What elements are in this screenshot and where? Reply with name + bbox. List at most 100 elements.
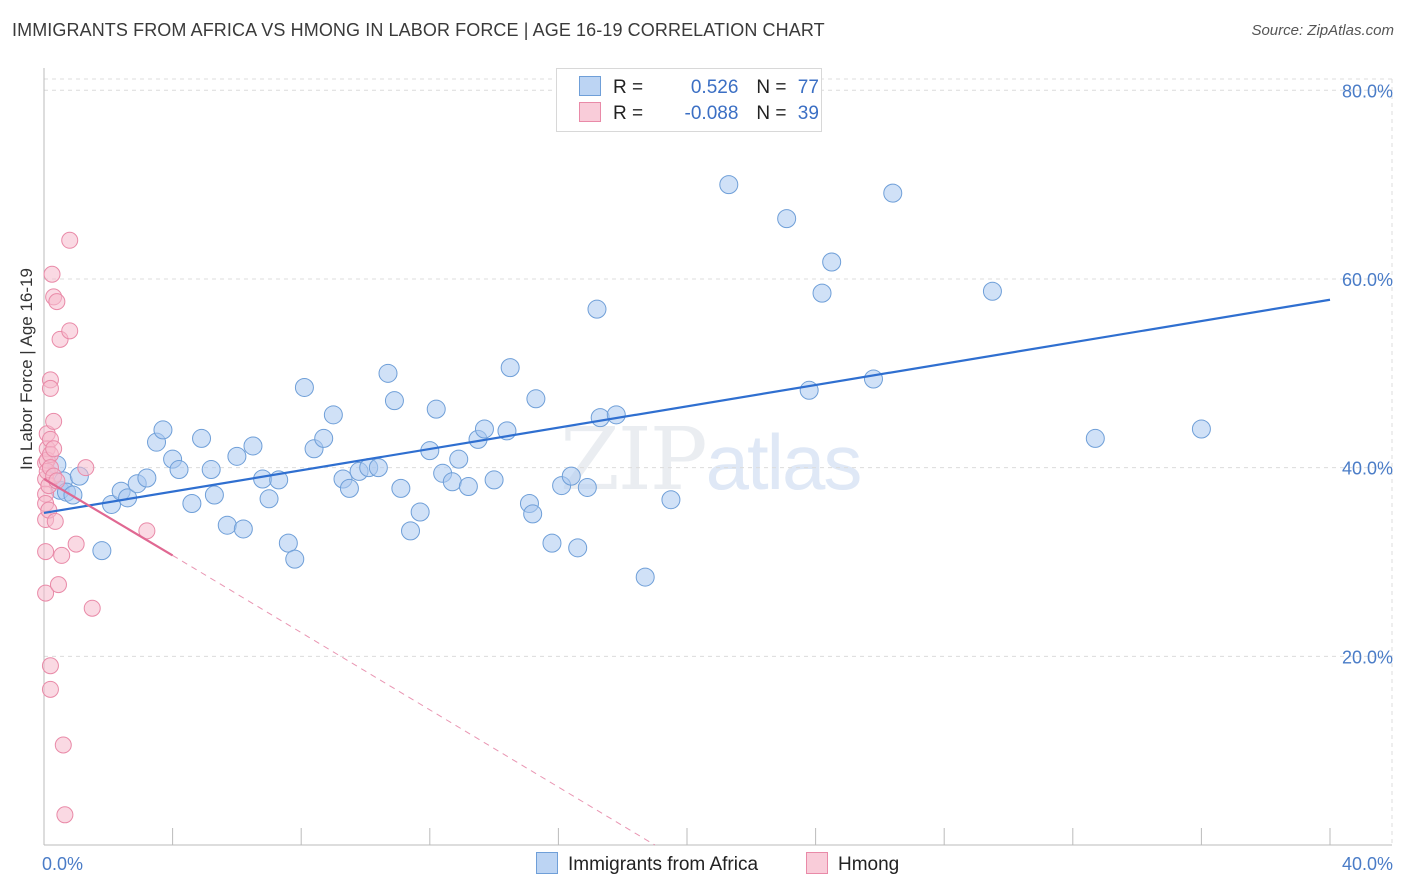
tick-labels: 20.0% 40.0% 60.0% 80.0% 0.0% 40.0% [42, 81, 1393, 874]
data-point-africa [323, 405, 343, 425]
x-tick-label: 40.0% [1342, 854, 1393, 874]
data-point-africa [339, 478, 359, 498]
data-point-hmong [48, 293, 66, 311]
data-point-africa [883, 183, 903, 203]
data-point-africa [368, 458, 388, 478]
bottom-legend-swatch-blue [536, 852, 558, 874]
data-point-africa [243, 436, 263, 456]
data-point-africa [92, 541, 112, 561]
data-point-hmong [61, 322, 79, 340]
data-point-hmong [83, 599, 101, 617]
y-tick-label: 60.0% [1342, 270, 1393, 290]
legend-n-label: N = [756, 77, 787, 98]
data-point-africa [474, 419, 494, 439]
data-point-africa [426, 399, 446, 419]
data-point-hmong [41, 379, 59, 397]
y-tick-label: 40.0% [1342, 459, 1393, 479]
data-point-africa [137, 468, 157, 488]
data-point-africa [449, 449, 469, 469]
data-point-africa [458, 477, 478, 497]
data-point-africa [777, 209, 797, 229]
data-point-africa [153, 420, 173, 440]
data-point-africa [401, 521, 421, 541]
legend-r-label: R = [613, 77, 644, 98]
data-point-hmong [53, 546, 71, 564]
data-point-africa [661, 490, 681, 510]
data-point-africa [822, 252, 842, 272]
data-point-africa [410, 502, 430, 522]
trend-line-hmong [43, 478, 174, 557]
legend-r-value: -0.088 [684, 103, 739, 124]
legend-n-label: N = [756, 103, 787, 124]
data-point-africa [568, 538, 588, 558]
data-point-africa [500, 358, 520, 378]
trend-lines [43, 298, 1331, 846]
data-point-africa [635, 567, 655, 587]
trend-line-hmong-extension [172, 554, 656, 846]
series-hmong [37, 231, 156, 824]
legend-swatch-pink [579, 102, 601, 122]
data-point-africa [812, 283, 832, 303]
data-point-hmong [41, 657, 59, 675]
trend-line-africa [43, 298, 1331, 515]
bottom-legend-swatch-pink [806, 852, 828, 874]
data-point-hmong [45, 412, 63, 430]
data-point-africa [378, 363, 398, 383]
legend-row-hmong: R = -0.088 N = 39 [579, 102, 819, 128]
data-point-africa [285, 549, 305, 569]
data-point-hmong [49, 576, 67, 594]
data-point-africa [606, 405, 626, 425]
data-point-africa [442, 472, 462, 492]
bottom-legend-africa: Immigrants from Africa [536, 852, 758, 876]
data-point-africa [561, 466, 581, 486]
chart-title: IMMIGRANTS FROM AFRICA VS HMONG IN LABOR… [12, 20, 825, 40]
data-point-africa [719, 175, 739, 195]
data-point-africa [982, 281, 1002, 301]
data-point-africa [233, 519, 253, 539]
data-point-africa [278, 533, 298, 553]
data-point-africa [1191, 419, 1211, 439]
data-point-africa [217, 515, 237, 535]
data-point-africa [314, 428, 334, 448]
y-tick-label: 20.0% [1342, 647, 1393, 667]
series-immigrants-from-africa [47, 175, 1211, 587]
data-point-africa [201, 460, 221, 480]
watermark-atlas: atlas [705, 418, 863, 506]
grid-lines [44, 78, 1393, 845]
data-point-africa [259, 489, 279, 509]
data-point-africa [526, 389, 546, 409]
bottom-legend-label: Immigrants from Africa [568, 854, 759, 875]
data-point-hmong [61, 231, 79, 249]
data-point-hmong [37, 584, 55, 602]
data-point-hmong [56, 806, 74, 824]
data-point-africa [577, 477, 597, 497]
bottom-legend-label: Hmong [838, 854, 900, 875]
data-point-africa [227, 446, 247, 466]
data-point-africa [590, 408, 610, 428]
data-point-hmong [37, 543, 55, 561]
legend-n-value: 39 [797, 103, 819, 124]
data-point-africa [391, 478, 411, 498]
data-point-africa [294, 377, 314, 397]
x-tick-label: 0.0% [42, 854, 83, 874]
data-point-africa [169, 460, 189, 480]
legend-swatch-blue [579, 76, 601, 96]
data-point-africa [384, 391, 404, 411]
data-point-africa [192, 428, 212, 448]
data-point-africa [1085, 428, 1105, 448]
bottom-legend-hmong: Hmong [806, 852, 899, 876]
data-point-africa [863, 369, 883, 389]
data-point-hmong [45, 440, 63, 458]
data-point-africa [253, 469, 273, 489]
data-point-africa [484, 470, 504, 490]
stats-legend: R = 0.526 N = 77 R = -0.088 N = 39 [556, 68, 822, 132]
data-point-hmong [54, 736, 72, 754]
data-point-africa [587, 299, 607, 319]
legend-n-value: 77 [797, 77, 819, 98]
data-point-hmong [67, 535, 85, 553]
legend-r-value: 0.526 [690, 77, 739, 98]
data-point-hmong [77, 459, 95, 477]
data-point-hmong [43, 265, 61, 283]
legend-r-label: R = [613, 103, 644, 124]
